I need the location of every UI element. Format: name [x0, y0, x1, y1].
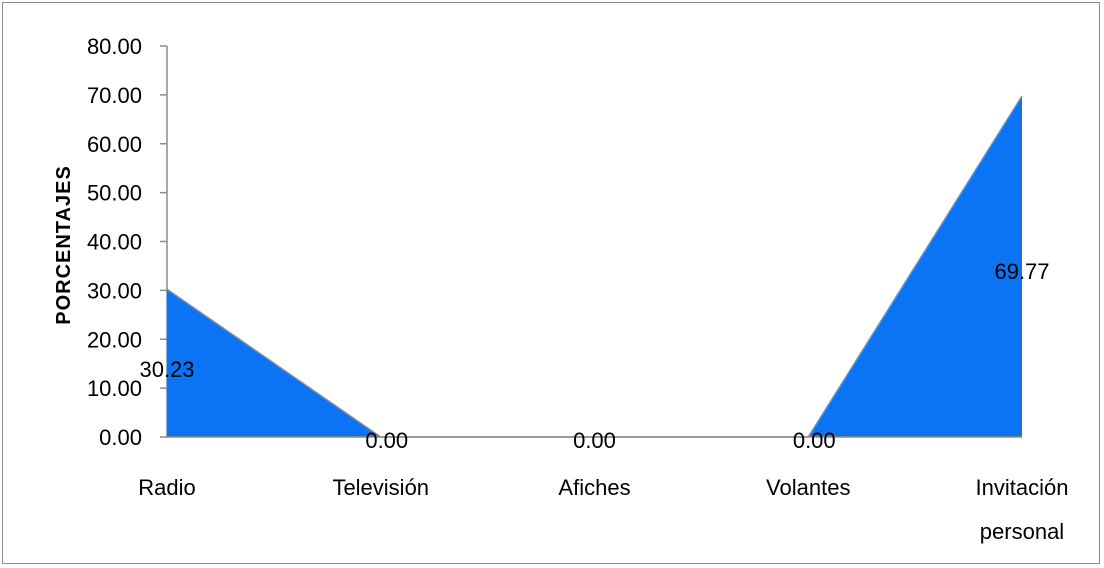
y-axis-title: PORCENTAJES	[53, 165, 75, 325]
data-labels: 30.23 0.00 0.00 0.00 69.77	[139, 259, 1049, 453]
y-tick-label: 0.00	[99, 425, 142, 450]
x-tick-label: Radio	[138, 475, 195, 500]
x-tick-label: Invitación personal	[976, 475, 1069, 544]
y-tick-label: 60.00	[87, 132, 142, 157]
y-tick-label: 70.00	[87, 83, 142, 108]
x-axis: Radio Televisión Afiches Volantes Invitación…	[138, 436, 1069, 544]
data-label: 0.00	[365, 428, 408, 453]
y-axis: 0.00 10.00 20.00 30.00 40.00 50.00 60.00 70.00 8…	[87, 34, 168, 450]
y-tick-label: 40.00	[87, 230, 142, 255]
y-tick-label: 80.00	[87, 34, 142, 59]
area-fill	[167, 95, 1022, 438]
x-tick-label: Volantes	[766, 475, 850, 500]
y-tick-label: 30.00	[87, 278, 142, 303]
x-tick-label: Televisión	[332, 475, 429, 500]
data-label: 69.77	[994, 259, 1049, 284]
y-tick-label: 10.00	[87, 376, 142, 401]
y-tick-label: 20.00	[87, 327, 142, 352]
x-tick-label: Afiches	[558, 475, 630, 500]
area-series	[166, 95, 1023, 438]
data-label: 0.00	[573, 428, 616, 453]
y-tick-label: 50.00	[87, 181, 142, 206]
data-label: 30.23	[139, 357, 194, 382]
data-label: 0.00	[793, 428, 836, 453]
